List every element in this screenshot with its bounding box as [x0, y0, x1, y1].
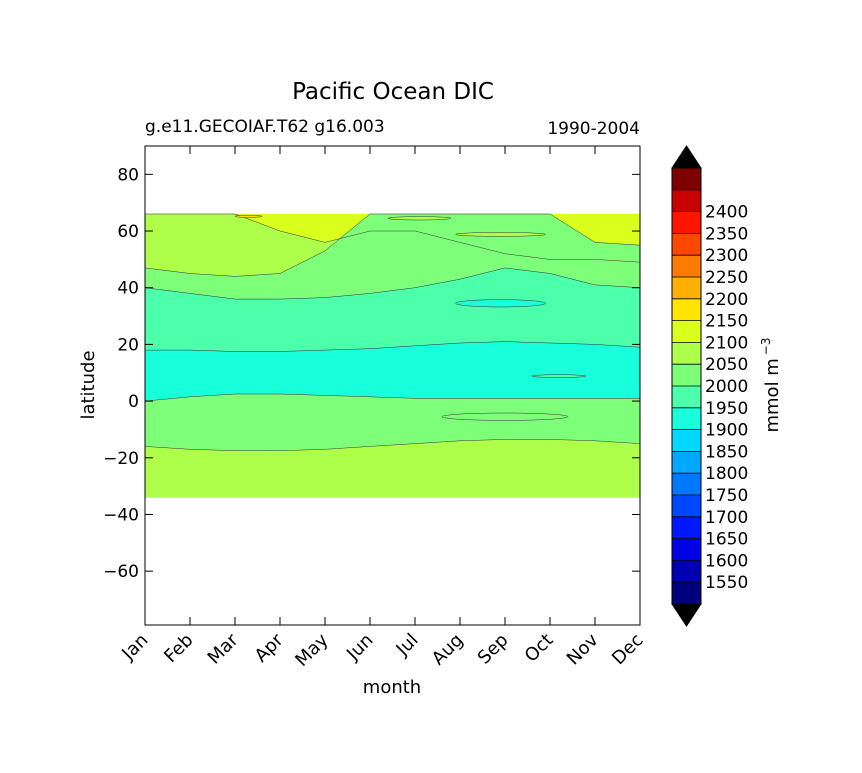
colorbar-segment — [672, 582, 701, 605]
plot-frame — [144, 145, 641, 626]
colorbar-tick-label: 1550 — [705, 573, 748, 593]
colorbar-segment — [672, 364, 701, 387]
colorbar-label-text: mmol m — [762, 358, 783, 432]
colorbar-segment — [672, 451, 701, 474]
x-tick-label: Jun — [342, 630, 377, 665]
x-tick-label: Nov — [563, 629, 603, 669]
colorbar-extend-max — [671, 145, 702, 169]
colorbar-tick-label: 2050 — [705, 355, 748, 375]
colorbar-extend-min — [671, 603, 702, 627]
colorbar-tick-label: 2250 — [705, 268, 748, 288]
contour-line-1900-5 — [145, 393, 640, 402]
colorbar-segment — [672, 473, 701, 496]
colorbar-tick-label: 1600 — [705, 551, 748, 571]
colorbar-tick-label: 2350 — [705, 224, 748, 244]
y-axis-label: latitude — [78, 350, 99, 419]
contour-line-2000-3 — [145, 267, 640, 300]
x-tick-label: Feb — [160, 630, 197, 667]
chart-subtitle-right: 1990-2004 — [547, 119, 640, 139]
y-tick-label: 60 — [117, 222, 139, 242]
colorbar-segment — [672, 298, 701, 321]
contour-line-2050-2 — [145, 213, 640, 277]
colorbar-segment — [672, 189, 701, 212]
plot-area — [144, 145, 641, 626]
colorbar-segment — [672, 255, 701, 278]
colorbar-segment — [672, 495, 701, 518]
y-tick-label: 80 — [117, 165, 139, 185]
colorbar-segment — [672, 386, 701, 409]
y-tick-label: −60 — [103, 562, 139, 582]
contour-line-layer — [145, 213, 640, 451]
colorbar-segment — [672, 429, 701, 452]
x-tick-label: Dec — [608, 630, 647, 669]
colorbar-tick-label: 2100 — [705, 333, 748, 353]
colorbar-segment — [672, 168, 701, 191]
colorbar-tick-label: 2150 — [705, 312, 748, 332]
x-tick-label: May — [291, 629, 332, 670]
chart-subtitle-left: g.e11.GECOIAF.T62 g16.003 — [145, 117, 385, 137]
colorbar-tick-label: 1700 — [705, 508, 748, 528]
colorbar-tick-label: 2400 — [705, 203, 748, 223]
colorbar-label: mmol m −3 — [759, 337, 783, 432]
contour-line-1950-6 — [145, 439, 640, 451]
x-tick-label: Apr — [251, 629, 288, 666]
y-tick-label: −40 — [103, 505, 139, 525]
colorbar-tick-label: 1750 — [705, 486, 748, 506]
y-tick-label: 40 — [117, 279, 139, 299]
colorbar-segment — [672, 277, 701, 300]
patch-2050-jul — [387, 216, 452, 221]
colorbar-segment — [672, 342, 701, 365]
x-tick-label: Jan — [117, 630, 152, 665]
colorbar-segment — [672, 538, 701, 561]
x-tick-label: Sep — [474, 630, 513, 669]
patch-2050-aug — [441, 412, 569, 421]
colorbar-tick-label: 2200 — [705, 290, 748, 310]
colorbar-segment — [672, 560, 701, 583]
contour-line-1950-4 — [145, 341, 640, 352]
y-tick-label: 20 — [117, 335, 139, 355]
y-tick-label: 0 — [128, 392, 139, 412]
colorbar-tick-label: 1900 — [705, 421, 748, 441]
y-tick-label: −20 — [103, 449, 139, 469]
y-axis: 80 60 40 20 0 −20 −40 −60 — [103, 165, 640, 582]
colorbar-segment — [672, 233, 701, 256]
patch-1900-sep — [455, 299, 546, 308]
colorbar-segment — [672, 211, 701, 234]
colorbar-frame — [671, 167, 702, 605]
x-axis-label: month — [363, 677, 421, 698]
contour-fill-layer — [145, 213, 640, 498]
x-tick-label: Mar — [204, 629, 243, 668]
x-tick-label: Aug — [428, 630, 468, 670]
chart-title: Pacific Ocean DIC — [292, 79, 494, 105]
x-tick-label: Oct — [521, 630, 558, 667]
colorbar-tick-label: 2000 — [705, 377, 748, 397]
patch-1950-oct — [531, 374, 587, 378]
colorbar-segment — [672, 407, 701, 430]
patch-2050-aug-north — [455, 232, 546, 237]
colorbar-tick-label: 1650 — [705, 530, 748, 550]
colorbar: 1550160016501700175018001850190019502000… — [671, 145, 748, 627]
colorbar-tick-label: 2300 — [705, 246, 748, 266]
contour-line-2100-1 — [145, 213, 640, 263]
colorbar-label-exponent: −3 — [759, 337, 773, 355]
colorbar-tick-label: 1950 — [705, 399, 748, 419]
colorbar-tick-label: 1800 — [705, 464, 748, 484]
colorbar-tick-label: 1850 — [705, 442, 748, 462]
colorbar-segment — [672, 320, 701, 343]
colorbar-segment — [672, 516, 701, 539]
patch-2150-mar — [234, 214, 263, 218]
x-tick-label: Jul — [392, 630, 423, 661]
